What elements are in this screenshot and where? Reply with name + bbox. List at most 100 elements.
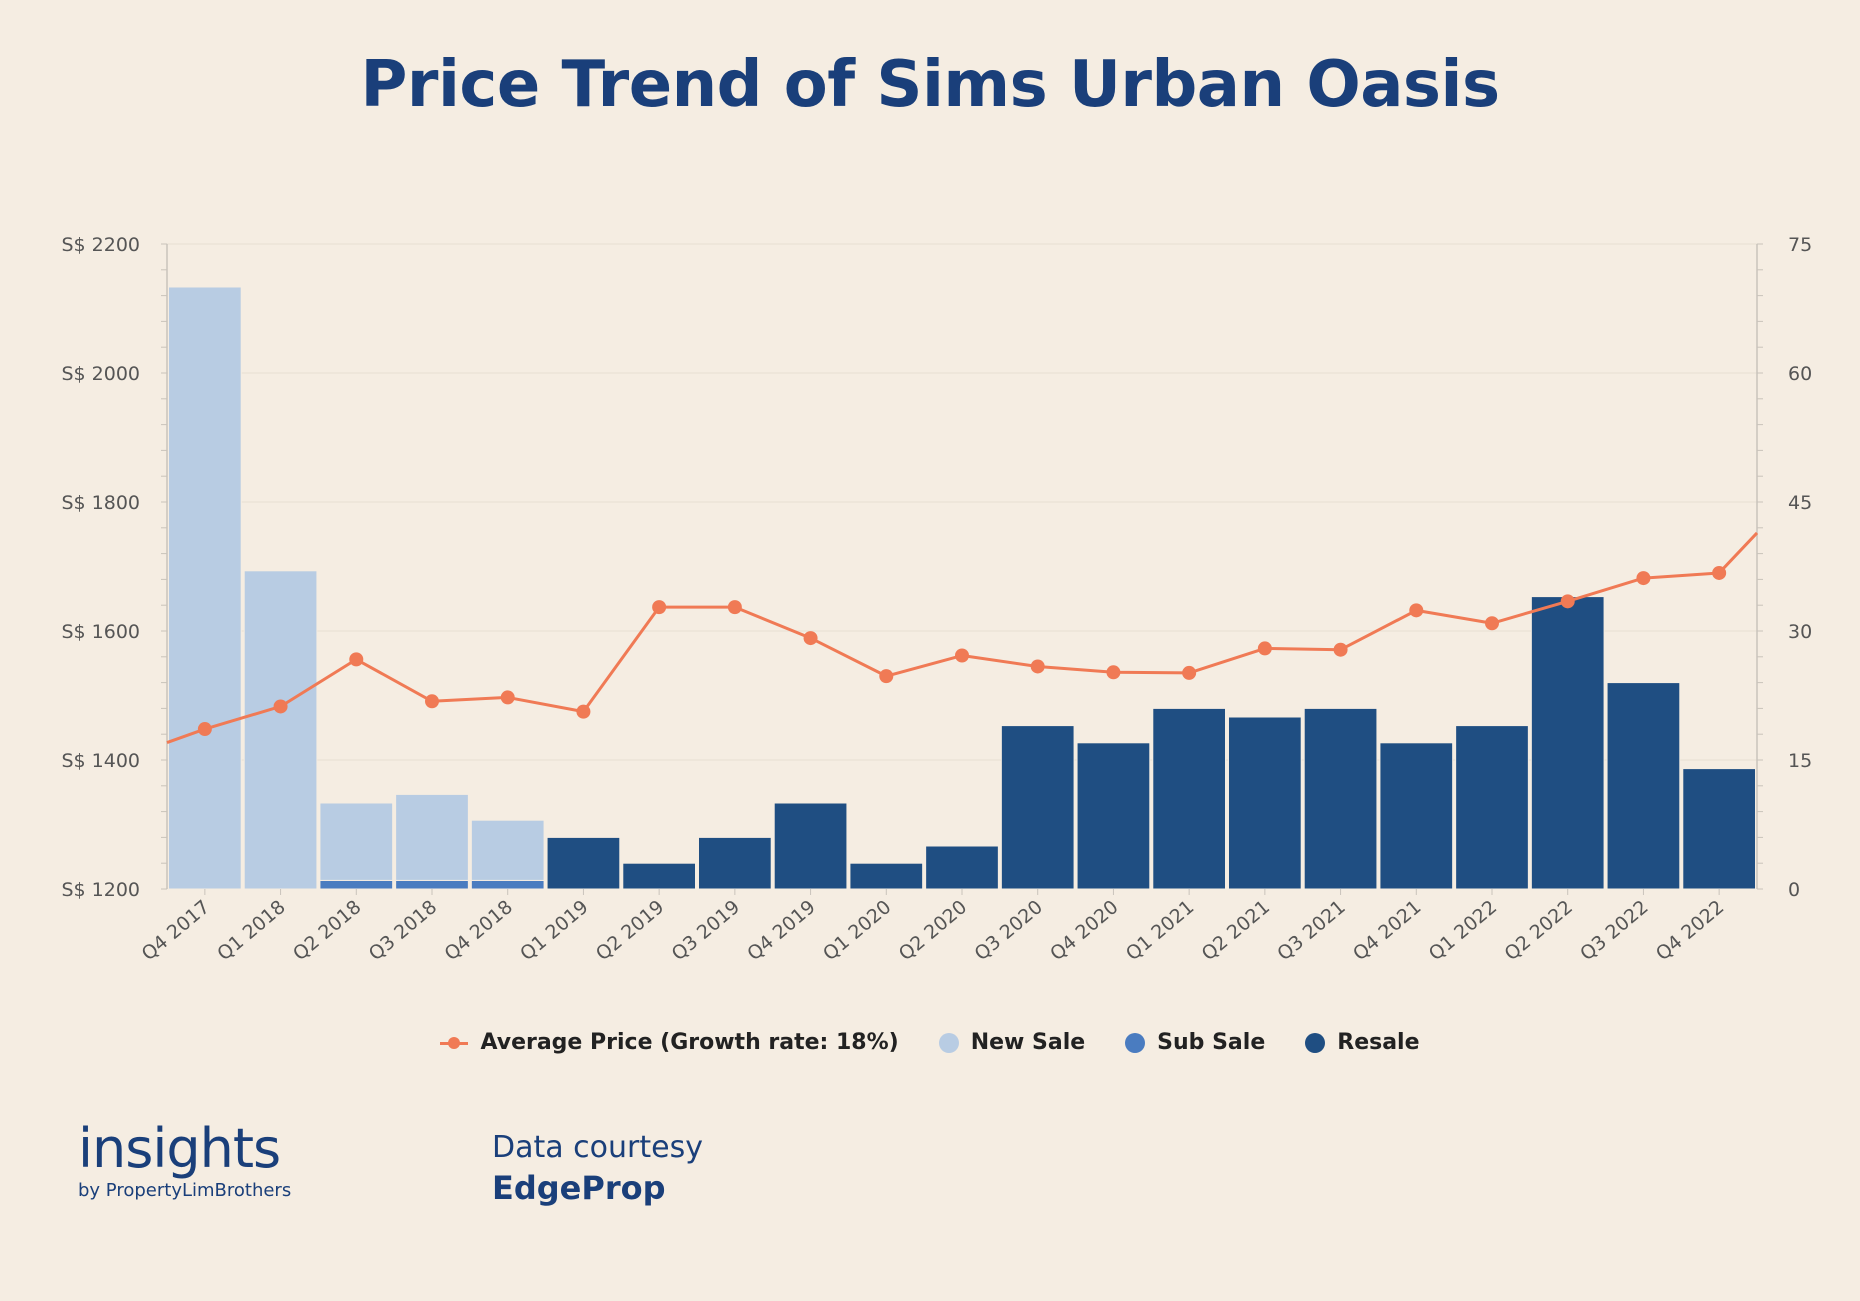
resale-dot-marker [1305, 1032, 1326, 1053]
right-axis-tick-label: 30 [1788, 621, 1812, 643]
legend-resale-label: Resale [1337, 1030, 1420, 1055]
x-axis-tick-label: Q3 2020 [970, 896, 1047, 965]
courtesy-label: Data courtesy [492, 1130, 703, 1165]
x-axis-tick-label: Q4 2022 [1652, 896, 1729, 965]
legend-sub-sale-label: Sub Sale [1157, 1030, 1266, 1055]
brand-sub-text: by PropertyLimBrothers [78, 1180, 292, 1201]
average-price-point [879, 669, 894, 684]
brand-main-text: insights [78, 1117, 281, 1180]
average-price-point [1333, 642, 1348, 657]
average-price-point [1257, 641, 1272, 656]
left-axis-tick-label: S$ 1600 [61, 621, 140, 643]
legend-new-sale-label: New Sale [970, 1030, 1086, 1055]
x-axis-tick-label: Q1 2018 [213, 896, 290, 965]
average-price-line-marker [440, 1033, 469, 1053]
x-axis-tick-label: Q2 2022 [1500, 896, 1577, 965]
new-sale-bar [243, 570, 318, 890]
right-axis-tick-label: 45 [1788, 492, 1812, 514]
average-price-point [1030, 659, 1045, 674]
average-price-point [727, 600, 742, 615]
legend-average-price-label: Average Price (Growth rate: 18%) [480, 1030, 899, 1055]
average-price-point [500, 690, 515, 705]
left-axis-tick-label: S$ 1400 [61, 750, 140, 772]
sub-sale-bar [319, 879, 394, 890]
x-axis-tick-label: Q2 2020 [895, 896, 972, 965]
legend-new-sale[interactable]: New Sale [938, 1030, 1086, 1055]
new-sale-bar [319, 802, 394, 881]
average-price-point [1560, 594, 1575, 609]
x-axis-tick-label: Q2 2021 [1198, 896, 1275, 965]
resale-bar [1076, 742, 1151, 890]
sub-sale-bar [395, 879, 469, 890]
new-sale-bar [395, 793, 469, 881]
x-axis-tick-label: Q1 2022 [1425, 896, 1502, 965]
average-price-point [1636, 571, 1651, 586]
left-axis-tick-label: S$ 2200 [61, 234, 140, 256]
insights-logo: insights by PropertyLimBrothers [78, 1117, 292, 1202]
resale-bar [1682, 768, 1757, 890]
x-axis-tick-label: Q4 2020 [1046, 896, 1123, 965]
average-price-point [1106, 665, 1121, 680]
left-axis-tick-label: S$ 1200 [61, 879, 140, 901]
chart-legend: Average Price (Growth rate: 18%) New Sal… [0, 1030, 1860, 1055]
average-price-point [349, 652, 364, 667]
right-axis-tick-label: 15 [1788, 750, 1812, 772]
right-axis-tick-label: 60 [1788, 363, 1812, 385]
x-axis-tick-label: Q2 2019 [592, 896, 669, 965]
right-axis-tick-label: 75 [1788, 234, 1812, 256]
resale-bar [1606, 682, 1681, 890]
x-axis-tick-label: Q3 2018 [365, 896, 442, 965]
chart-title: Price Trend of Sims Urban Oasis [360, 48, 1500, 122]
resale-bar [1379, 742, 1454, 890]
resale-bar [1228, 716, 1302, 890]
x-axis-tick-label: Q3 2019 [668, 896, 745, 965]
x-axis-tick-label: Q1 2020 [819, 896, 896, 965]
left-axis-tick-label: S$ 2000 [61, 363, 140, 385]
average-price-point [652, 600, 667, 615]
resale-bar [546, 836, 621, 890]
average-price-line [166, 531, 1759, 744]
data-courtesy: Data courtesy EdgeProp [492, 1130, 703, 1207]
resale-bar [622, 862, 696, 890]
resale-bar [1152, 707, 1227, 890]
resale-bar [849, 862, 924, 890]
average-price-point [425, 694, 439, 709]
x-axis-tick-label: Q1 2021 [1122, 896, 1199, 965]
resale-bar [698, 836, 772, 890]
x-axis-tick-label: Q4 2018 [440, 896, 517, 965]
right-axis-tick-label: 0 [1788, 879, 1800, 901]
resale-bar [1303, 707, 1378, 890]
x-axis-tick-label: Q1 2019 [516, 896, 593, 965]
average-price-point [273, 699, 288, 714]
x-axis-tick-label: Q4 2017 [138, 896, 215, 965]
average-price-point [576, 704, 591, 719]
resale-bar [1000, 725, 1075, 890]
price-trend-chart: S$ 1200 S$ 1400 S$ 1600 S$ 1800 S$ 2000 S$ 22… [61, 234, 1812, 965]
courtesy-source: EdgeProp [492, 1169, 666, 1207]
average-price-point [1182, 665, 1197, 680]
average-price-point [1485, 616, 1499, 631]
legend-sub-sale[interactable]: Sub Sale [1125, 1030, 1265, 1055]
resale-bar [925, 845, 999, 890]
x-axis-tick-label: Q3 2022 [1576, 896, 1653, 965]
sub-sale-bar [470, 879, 545, 890]
average-price-point [1409, 603, 1424, 618]
resale-bar [1530, 596, 1605, 890]
average-price-point [197, 722, 212, 737]
new-sale-bar [470, 819, 545, 881]
x-axis-tick-label: Q2 2018 [289, 896, 366, 965]
average-price-point [955, 648, 969, 663]
sub-sale-dot-marker [1125, 1032, 1146, 1053]
resale-bar [773, 802, 848, 890]
legend-average-price[interactable]: Average Price (Growth rate: 18%) [440, 1030, 899, 1055]
x-axis-tick-label: Q3 2021 [1273, 896, 1350, 965]
resale-bar [1455, 725, 1529, 890]
x-axis-tick-label: Q4 2021 [1349, 896, 1426, 965]
left-axis-tick-label: S$ 1800 [61, 492, 140, 514]
average-price-point [803, 631, 818, 646]
new-sale-bar [168, 286, 242, 890]
average-price-point [1712, 565, 1727, 580]
legend-resale[interactable]: Resale [1305, 1030, 1420, 1055]
x-axis-tick-label: Q4 2019 [743, 896, 820, 965]
new-sale-dot-marker [938, 1032, 959, 1053]
